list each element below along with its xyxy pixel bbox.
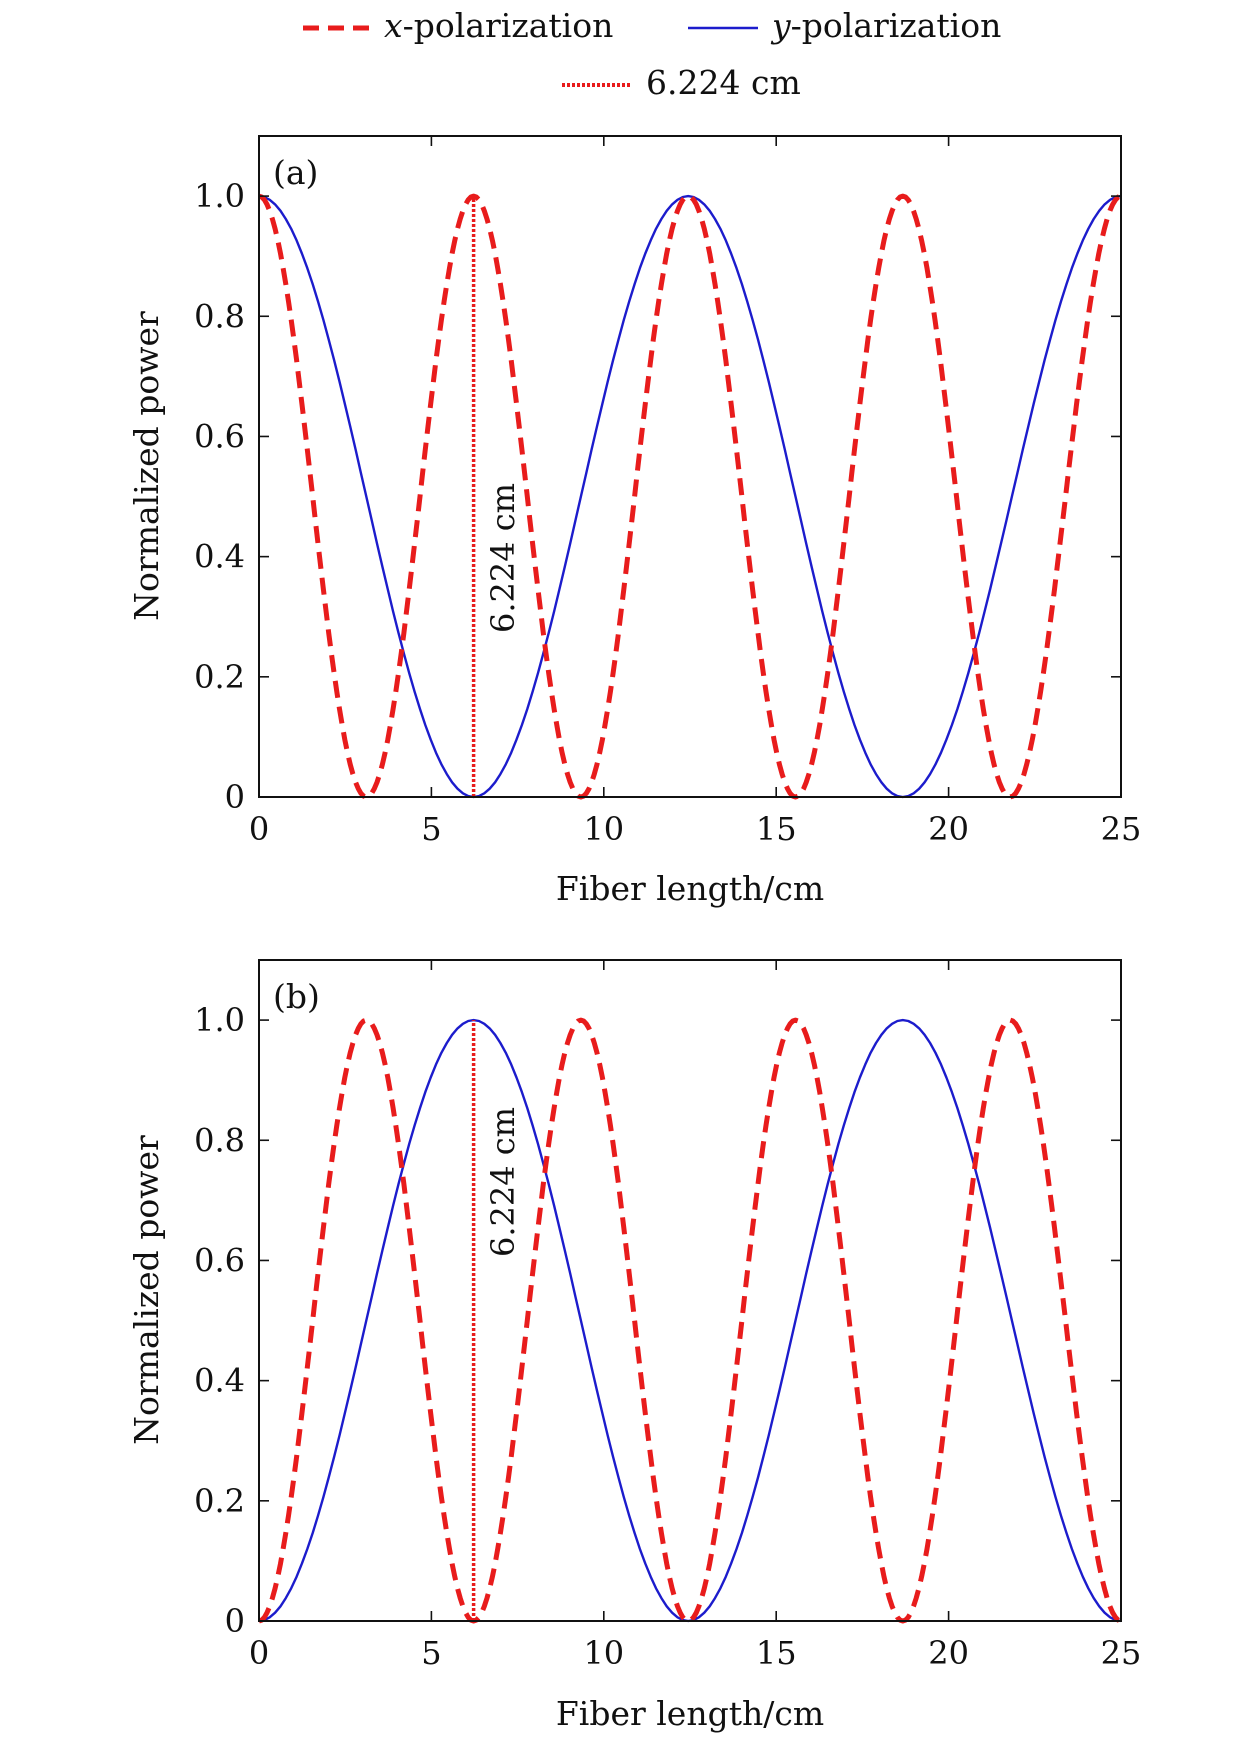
legend-label-marker-line: 6.224 cm <box>646 63 801 102</box>
x-tick-label: 15 <box>756 810 797 848</box>
y-tick-label: 0.2 <box>194 1482 245 1520</box>
plot-frame <box>258 959 1122 1622</box>
x-tick-label: 0 <box>249 810 269 848</box>
x-axis-label: Fiber length/cm <box>556 869 824 908</box>
legend-label-x-suffix: -polarization <box>403 6 614 45</box>
legend-label-y-suffix: -polarization <box>791 6 1002 45</box>
series-line-y-polarization <box>258 1018 1122 1623</box>
y-tick-label: 0.6 <box>194 1241 245 1279</box>
x-tick-label: 5 <box>421 1634 441 1672</box>
legend: x-polarization y-polarization 6.224 cm <box>303 6 1001 102</box>
y-tick-label: 0 <box>225 778 245 816</box>
axes: 0 5 10 15 20 25 0 0.2 0.4 0.6 0.8 1.0 <box>194 959 1142 1672</box>
x-tick-label: 20 <box>928 1634 969 1672</box>
panel-b: 0 5 10 15 20 25 0 0.2 0.4 0.6 0.8 1.0 (b) Fiber len… <box>127 959 1142 1733</box>
annotation-label: 6.224 cm <box>484 1107 522 1257</box>
y-tick-label: 1.0 <box>194 1001 245 1039</box>
x-tick-label: 0 <box>249 1634 269 1672</box>
x-tick-label: 10 <box>583 1634 624 1672</box>
panel-label: (a) <box>273 153 318 192</box>
axes: 0 5 10 15 20 25 0 0.2 0.4 0.6 0.8 1.0 <box>194 135 1142 848</box>
legend-label-x-prefix: x <box>384 6 403 45</box>
y-tick-label: 0.8 <box>194 297 245 335</box>
x-tick-label: 5 <box>421 810 441 848</box>
annotation-label: 6.224 cm <box>484 483 522 633</box>
y-axis-label: Normalized power <box>127 311 166 621</box>
series-line-x-polarization <box>258 193 1122 800</box>
y-tick-label: 0.4 <box>194 1362 245 1400</box>
x-tick-label: 15 <box>756 1634 797 1672</box>
x-tick-label: 25 <box>1101 1634 1142 1672</box>
panel-a: 0 5 10 15 20 25 0 0.2 0.4 0.6 0.8 1.0 (a) Fiber len… <box>127 135 1142 908</box>
series-line-x-polarization <box>258 1017 1122 1624</box>
panel-label: (b) <box>273 977 320 1016</box>
y-axis-label: Normalized power <box>127 1135 166 1445</box>
legend-label-y-prefix: y <box>770 6 791 45</box>
legend-label-x-polarization: x-polarization <box>384 6 613 45</box>
y-tick-label: 1.0 <box>194 177 245 215</box>
y-tick-label: 0.6 <box>194 417 245 455</box>
plot-frame <box>258 135 1122 798</box>
series-line-y-polarization <box>258 194 1122 799</box>
legend-label-y-polarization: y-polarization <box>770 6 1001 45</box>
x-axis-label: Fiber length/cm <box>556 1694 824 1733</box>
y-tick-label: 0.8 <box>194 1121 245 1159</box>
y-tick-label: 0.4 <box>194 538 245 576</box>
x-tick-label: 10 <box>583 810 624 848</box>
y-tick-label: 0.2 <box>194 658 245 696</box>
y-tick-label: 0 <box>225 1602 245 1640</box>
x-tick-label: 25 <box>1101 810 1142 848</box>
x-tick-label: 20 <box>928 810 969 848</box>
